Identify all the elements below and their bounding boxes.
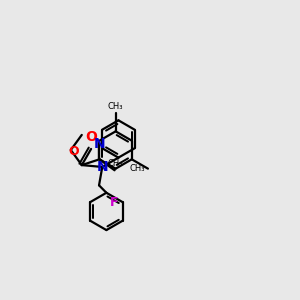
Text: N: N — [97, 160, 108, 174]
Text: F: F — [110, 196, 118, 208]
Text: CH₃: CH₃ — [108, 102, 123, 111]
Text: CH₃: CH₃ — [107, 159, 123, 168]
Text: O: O — [68, 145, 79, 158]
Text: O: O — [85, 130, 97, 144]
Text: CH₃: CH₃ — [130, 164, 146, 173]
Text: N: N — [94, 137, 106, 152]
